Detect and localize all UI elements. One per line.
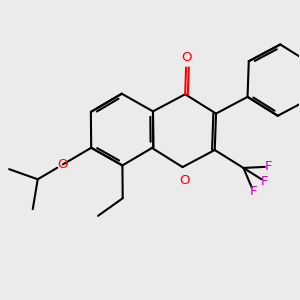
Text: O: O — [180, 174, 190, 187]
Text: O: O — [181, 51, 191, 64]
Text: F: F — [261, 175, 268, 188]
Text: O: O — [58, 158, 68, 171]
Text: F: F — [265, 160, 272, 173]
Text: F: F — [250, 185, 257, 198]
